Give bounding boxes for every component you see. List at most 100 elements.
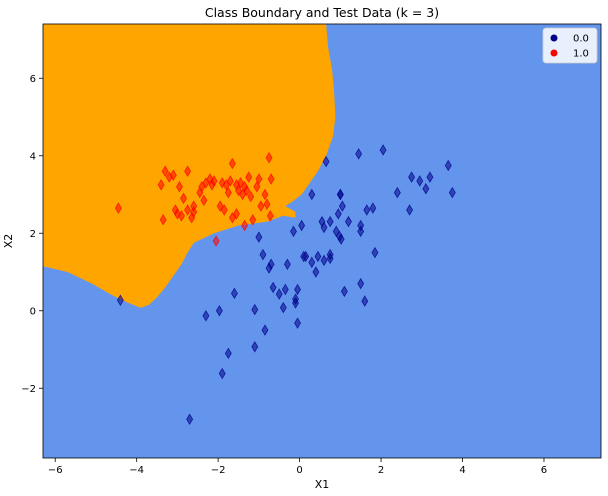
data-point-class-1.0 [228, 157, 236, 170]
data-point-class-1.0 [247, 190, 255, 203]
data-point-class-1.0 [190, 206, 198, 218]
x-tick-label: 6 [541, 465, 547, 476]
data-point-class-0.0 [393, 186, 401, 199]
data-point-class-0.0 [269, 281, 277, 294]
data-points [114, 144, 456, 426]
data-point-class-0.0 [345, 215, 352, 228]
data-point-class-0.0 [363, 204, 371, 216]
data-point-class-0.0 [416, 175, 424, 187]
x-tick-label: −2 [211, 465, 226, 476]
data-point-class-0.0 [320, 221, 328, 234]
data-point-class-0.0 [202, 310, 210, 322]
data-point-class-1.0 [180, 192, 187, 205]
legend-label: 0.0 [573, 34, 589, 45]
data-point-class-0.0 [361, 295, 369, 307]
data-point-class-0.0 [279, 301, 287, 314]
data-point-class-0.0 [426, 171, 434, 183]
data-point-class-0.0 [218, 367, 226, 380]
data-point-class-1.0 [249, 213, 257, 226]
data-point-class-0.0 [337, 233, 345, 245]
data-point-class-0.0 [267, 258, 275, 271]
data-point-class-0.0 [357, 277, 365, 290]
data-point-class-1.0 [184, 165, 192, 178]
data-point-class-0.0 [322, 155, 330, 168]
legend-marker [550, 49, 558, 57]
data-point-class-0.0 [298, 219, 306, 232]
data-point-class-0.0 [302, 250, 310, 263]
data-point-class-1.0 [255, 173, 263, 185]
data-point-class-0.0 [215, 304, 223, 317]
x-tick-label: 2 [378, 465, 384, 476]
data-point-class-1.0 [190, 200, 198, 212]
data-point-class-0.0 [320, 254, 328, 267]
data-point-class-1.0 [235, 184, 242, 197]
data-point-class-1.0 [253, 180, 261, 193]
data-point-class-1.0 [114, 202, 122, 214]
data-point-class-1.0 [173, 208, 181, 220]
data-point-class-1.0 [224, 186, 232, 199]
data-point-class-0.0 [357, 225, 365, 238]
data-point-class-1.0 [200, 194, 208, 207]
x-tick-label: −4 [129, 465, 144, 476]
data-point-class-0.0 [290, 225, 297, 238]
data-point-class-1.0 [175, 180, 183, 193]
data-point-class-0.0 [186, 413, 194, 426]
data-point-class-0.0 [340, 285, 348, 298]
data-point-class-0.0 [294, 283, 302, 296]
data-point-class-0.0 [422, 182, 430, 195]
data-point-class-0.0 [292, 293, 299, 305]
legend-label: 1.0 [573, 49, 589, 60]
legend: 0.01.0 [542, 27, 598, 64]
y-tick-label: 4 [30, 151, 36, 162]
data-point-class-0.0 [334, 208, 342, 220]
x-tick-label: −6 [48, 465, 63, 476]
plot-frame [42, 23, 602, 459]
data-point-class-0.0 [230, 287, 238, 300]
data-point-class-1.0 [184, 204, 192, 216]
data-point-class-0.0 [261, 324, 269, 336]
data-point-class-1.0 [212, 235, 220, 247]
data-point-class-1.0 [169, 169, 177, 181]
data-point-class-0.0 [308, 256, 316, 269]
data-point-class-1.0 [241, 219, 249, 232]
data-point-class-0.0 [294, 317, 302, 329]
x-axis: −6 −4 −2 0 2 4 6 [48, 458, 547, 476]
series-0.0 [116, 144, 456, 426]
data-point-class-0.0 [379, 144, 387, 156]
series-1.0 [114, 151, 275, 247]
data-point-class-1.0 [161, 165, 169, 178]
data-point-class-1.0 [263, 198, 271, 210]
data-point-class-0.0 [259, 248, 267, 261]
data-point-class-0.0 [326, 215, 334, 228]
x-axis-title: X1 [315, 478, 330, 491]
data-point-class-0.0 [408, 171, 416, 183]
data-point-class-1.0 [210, 175, 218, 187]
y-tick-label: −2 [21, 384, 36, 395]
x-tick-label: 0 [296, 465, 302, 476]
y-tick-label: 6 [30, 74, 36, 85]
data-point-class-1.0 [257, 200, 265, 212]
data-point-class-0.0 [283, 258, 291, 271]
data-point-class-1.0 [245, 171, 253, 183]
data-point-class-0.0 [444, 159, 452, 172]
plot-area [42, 23, 602, 459]
y-tick-label: 0 [30, 306, 36, 317]
data-point-class-1.0 [243, 184, 251, 197]
data-point-class-0.0 [338, 200, 346, 212]
data-point-class-1.0 [265, 151, 273, 164]
data-point-class-0.0 [448, 186, 456, 199]
data-point-class-0.0 [406, 204, 414, 216]
data-point-class-1.0 [226, 175, 234, 187]
data-point-class-1.0 [178, 210, 185, 222]
data-point-class-1.0 [267, 173, 275, 185]
x-tick-label: 4 [459, 465, 465, 476]
data-point-class-1.0 [218, 177, 226, 189]
data-point-class-1.0 [157, 179, 165, 191]
data-point-class-0.0 [281, 283, 289, 296]
y-axis-title: X2 [2, 234, 15, 249]
data-point-class-1.0 [220, 204, 228, 216]
data-point-class-0.0 [336, 188, 344, 201]
data-point-class-0.0 [224, 347, 232, 360]
data-point-class-1.0 [159, 213, 167, 226]
